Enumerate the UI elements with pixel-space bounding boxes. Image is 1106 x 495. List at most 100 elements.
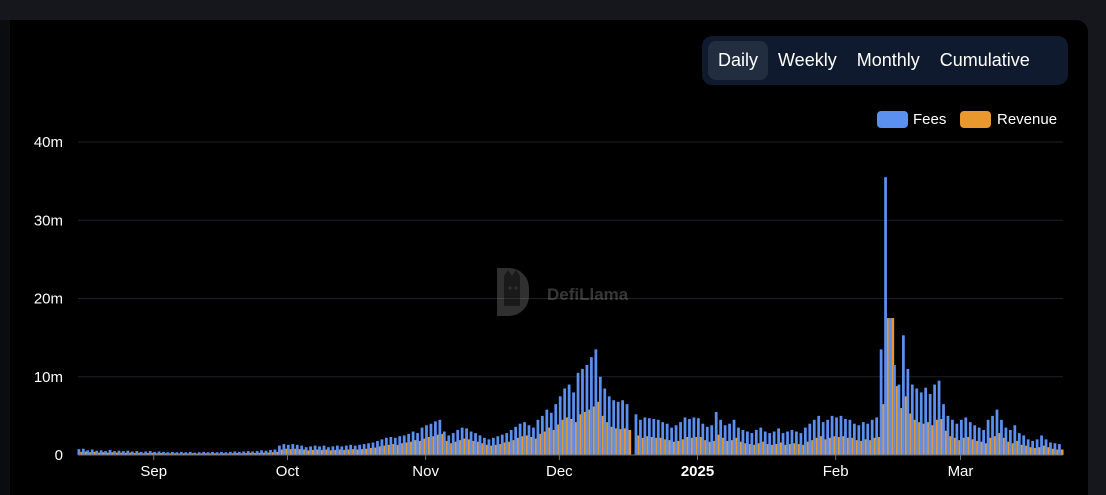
fees-bar	[1008, 429, 1012, 455]
fees-bar	[282, 444, 286, 455]
revenue-bar	[80, 451, 83, 455]
fees-bar	[995, 409, 999, 455]
revenue-bar	[735, 437, 739, 455]
fees-bar	[505, 433, 509, 455]
revenue-bar	[102, 452, 106, 455]
revenue-bar	[1047, 447, 1051, 455]
revenue-bar	[900, 408, 904, 455]
fees-bar	[884, 177, 887, 455]
revenue-bar	[129, 452, 133, 455]
revenue-bar	[285, 448, 289, 455]
fees-bar	[202, 451, 206, 455]
revenue-bar	[824, 439, 828, 455]
legend-swatch	[877, 111, 908, 128]
fees-bar	[153, 451, 156, 455]
tab-daily[interactable]: Daily	[708, 41, 769, 80]
revenue-bar	[262, 452, 266, 455]
fees-bar	[144, 451, 148, 455]
fees-bar	[688, 419, 691, 455]
revenue-bar	[779, 442, 783, 455]
fees-bar	[126, 450, 130, 455]
revenue-bar	[949, 436, 953, 455]
fees-bar	[621, 400, 624, 455]
fees-bar	[113, 451, 116, 455]
revenue-bar	[566, 417, 569, 455]
fees-bar	[728, 423, 731, 455]
revenue-bar	[298, 449, 302, 455]
fees-bar	[278, 445, 281, 455]
revenue-bar	[967, 437, 970, 455]
revenue-bar	[200, 453, 204, 455]
revenue-bar	[904, 396, 908, 455]
revenue-bar	[467, 439, 471, 455]
fees-bar	[910, 384, 914, 455]
x-axis: Sep Oct Nov Dec 2025 Feb Mar	[78, 454, 1063, 480]
fees-bar	[197, 452, 201, 455]
period-toggle: Daily Weekly Monthly Cumulative	[702, 36, 1068, 85]
fees-bar	[237, 451, 241, 455]
fees-bar	[385, 437, 388, 455]
fees-bar	[670, 427, 674, 455]
revenue-bar	[84, 451, 88, 455]
revenue-bar	[89, 452, 92, 455]
revenue-bar	[788, 444, 792, 455]
revenue-bar	[209, 453, 213, 455]
revenue-bar	[886, 318, 890, 455]
revenue-bar	[450, 443, 453, 455]
fees-bar	[255, 451, 259, 455]
fees-bar	[438, 419, 442, 455]
revenue-bar	[534, 438, 538, 455]
revenue-bar	[918, 422, 921, 455]
fees-bar	[1017, 433, 1021, 455]
revenue-bar	[766, 444, 770, 455]
fees-bar	[77, 449, 81, 455]
tab-cumulative[interactable]: Cumulative	[939, 50, 1030, 70]
fees-bar	[879, 349, 883, 455]
revenue-bar	[396, 444, 400, 455]
revenue-bar	[93, 451, 97, 455]
revenue-bar	[829, 437, 832, 455]
revenue-bar	[891, 318, 895, 455]
revenue-bar	[646, 436, 650, 455]
fees-bar	[327, 447, 330, 455]
fees-bar	[968, 422, 972, 455]
fees-bar	[331, 446, 335, 455]
fees-bar	[362, 444, 366, 455]
revenue-bar	[334, 449, 338, 455]
fees-bar	[870, 419, 874, 455]
revenue-bar	[757, 443, 761, 455]
revenue-bar	[958, 440, 962, 455]
revenue-bar	[182, 453, 186, 455]
revenue-bar	[882, 404, 886, 455]
revenue-bar	[343, 449, 346, 455]
revenue-bar	[690, 437, 694, 455]
fees-bar	[674, 425, 678, 455]
legend: Fees Revenue	[877, 111, 1057, 128]
fees-bar	[251, 451, 255, 455]
revenue-bar	[695, 437, 699, 455]
revenue-bar	[989, 437, 993, 455]
revenue-bar	[842, 436, 846, 455]
fees-bar	[768, 433, 772, 455]
legend-item[interactable]: Revenue	[960, 111, 1057, 128]
x-tick-label: Oct	[276, 463, 300, 480]
revenue-bar	[641, 437, 645, 455]
fees-bar	[260, 450, 263, 455]
revenue-bar	[329, 450, 333, 455]
revenue-bar	[120, 452, 124, 455]
fees-bar	[224, 452, 228, 455]
revenue-bar	[998, 433, 1002, 455]
fees-bar	[585, 365, 589, 455]
fees-bar	[701, 423, 705, 455]
tab-weekly[interactable]: Weekly	[778, 50, 837, 70]
fees-bar	[1044, 439, 1048, 455]
fees-bar	[117, 450, 121, 455]
fees-bar	[959, 419, 963, 455]
fees-bar	[710, 425, 714, 455]
fees-bar	[973, 425, 977, 455]
fees-bar	[1022, 435, 1026, 455]
tab-monthly[interactable]: Monthly	[856, 50, 920, 70]
legend-item[interactable]: Fees	[877, 111, 946, 128]
fees-bar	[581, 368, 584, 455]
revenue-bar	[222, 453, 226, 455]
